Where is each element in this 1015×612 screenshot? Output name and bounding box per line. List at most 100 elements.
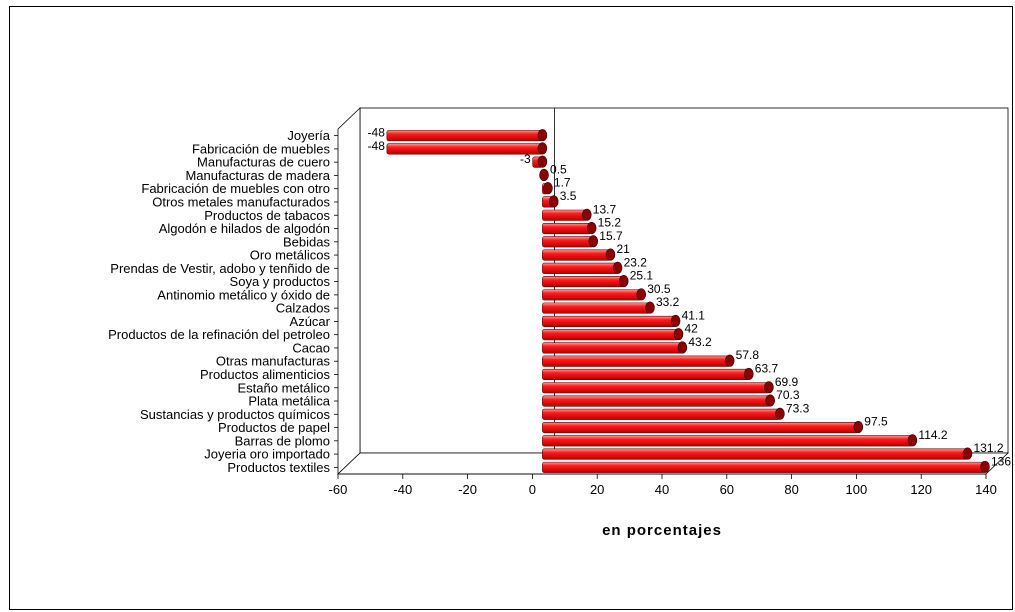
category-label: Joyeria oro importado	[204, 447, 330, 462]
bar	[542, 342, 683, 354]
x-tick-label: 40	[655, 482, 669, 497]
x-tick-label: 100	[846, 482, 868, 497]
category-label: Productos alimenticios	[200, 367, 331, 382]
bar-cap	[581, 208, 592, 221]
bar-cap	[775, 407, 785, 420]
data-label: 131.2	[973, 441, 1003, 455]
data-label: 30.5	[647, 282, 671, 296]
data-label: 57.8	[736, 348, 760, 362]
category-label: Fabricación de muebles con otro	[141, 181, 330, 196]
category-label: Calzados	[276, 301, 331, 316]
bar	[386, 130, 543, 142]
data-label: 70.3	[776, 388, 800, 402]
data-label: 73.3	[786, 401, 810, 415]
data-label: 43.2	[688, 335, 712, 349]
bar-cap	[907, 434, 918, 447]
bar-cap	[618, 275, 629, 288]
bar	[542, 461, 986, 473]
bar-cap	[537, 155, 548, 168]
category-label: Productos de tabacos	[204, 208, 330, 223]
x-tick-label: -60	[329, 482, 348, 497]
bar-cap	[645, 301, 655, 314]
category-label: Barras de plomo	[235, 433, 330, 448]
bar	[542, 222, 592, 235]
category-label: Fabricación de muebles	[192, 141, 331, 156]
bar	[542, 355, 730, 367]
x-tick-label: 80	[784, 482, 798, 497]
data-label: 15.2	[598, 216, 622, 230]
bar-cap	[670, 314, 681, 327]
bar-chart: -60 -40 -20 0 20 40 60 80 100 120 140 en porcentaje…	[108, 107, 1014, 539]
data-label: 15.7	[599, 229, 623, 243]
data-label: 69.9	[775, 375, 799, 389]
bar	[542, 329, 679, 341]
data-label: 13.7	[593, 202, 617, 216]
bar	[542, 236, 594, 248]
bar	[542, 448, 968, 460]
bar-cap	[743, 367, 754, 381]
category-label: Productos textiles	[227, 460, 330, 475]
x-tick-label: -20	[458, 482, 477, 497]
data-label: -3	[520, 152, 531, 166]
data-label: 25.1	[630, 269, 654, 283]
bar	[542, 276, 625, 288]
bar-cap	[724, 354, 735, 367]
data-label: 23.2	[624, 255, 648, 269]
data-label: 0.5	[550, 162, 567, 176]
category-label: Azúcar	[290, 314, 331, 329]
category-label: Antinomio metálico y óxido de	[157, 287, 330, 302]
bar	[542, 435, 913, 447]
x-axis-title: en porcentajes	[602, 522, 722, 539]
bar-cap	[612, 261, 623, 274]
data-label: 3.5	[560, 189, 577, 203]
bar-cap	[586, 221, 597, 235]
bar	[542, 262, 618, 274]
data-label: 97.5	[864, 415, 888, 429]
bar	[542, 289, 642, 301]
x-tick-label: 20	[590, 482, 604, 497]
bar	[542, 315, 676, 327]
bar-cap	[537, 129, 548, 142]
x-tick-label: 140	[975, 482, 997, 497]
bar-cap	[764, 381, 774, 394]
bar	[542, 302, 651, 314]
bar	[542, 368, 750, 381]
category-label: Productos de la refinación del petroleo	[108, 327, 330, 342]
category-label: Oro metálicos	[250, 248, 331, 263]
category-label: Sustancias y productos químicos	[140, 407, 331, 422]
data-label: 41.1	[682, 308, 706, 322]
bar-cap	[539, 168, 549, 181]
bar-cap	[548, 195, 559, 208]
category-label: Plata metálica	[248, 394, 330, 409]
bar-cap	[537, 142, 548, 155]
x-tick-label: 0	[529, 482, 536, 497]
data-label: 114.2	[918, 428, 947, 442]
bar-cap	[636, 288, 647, 301]
category-label: Estaño metálico	[238, 380, 331, 395]
data-label: 136.6	[991, 454, 1014, 468]
data-label: -48	[368, 126, 386, 140]
category-label: Algodón e hilados de algodón	[159, 221, 330, 236]
data-label: -48	[368, 139, 386, 153]
category-label: Otras manufacturas	[216, 354, 331, 369]
category-label: Prendas de Vestir, adobo y tenñido de	[110, 261, 330, 276]
bar	[542, 209, 588, 221]
bar-cap	[677, 341, 688, 354]
bar-cap	[980, 460, 990, 473]
category-label: Otros metales manufacturados	[152, 194, 330, 209]
x-tick-label: 120	[910, 482, 932, 497]
data-label: 63.7	[755, 361, 779, 375]
bar-cap	[962, 447, 973, 460]
bar-cap	[605, 248, 616, 261]
x-tick-label: 60	[720, 482, 734, 497]
bar-cap	[673, 328, 684, 341]
data-label: 1.7	[554, 176, 571, 190]
category-label: Soya y productos	[230, 274, 331, 289]
data-label: 33.2	[656, 295, 680, 309]
bar	[542, 382, 770, 394]
category-label: Manufacturas de cuero	[197, 155, 330, 170]
bar	[542, 249, 611, 261]
data-label: 42	[684, 322, 698, 336]
category-label: Manufacturas de madera	[185, 168, 330, 183]
category-label: Joyería	[287, 128, 330, 143]
